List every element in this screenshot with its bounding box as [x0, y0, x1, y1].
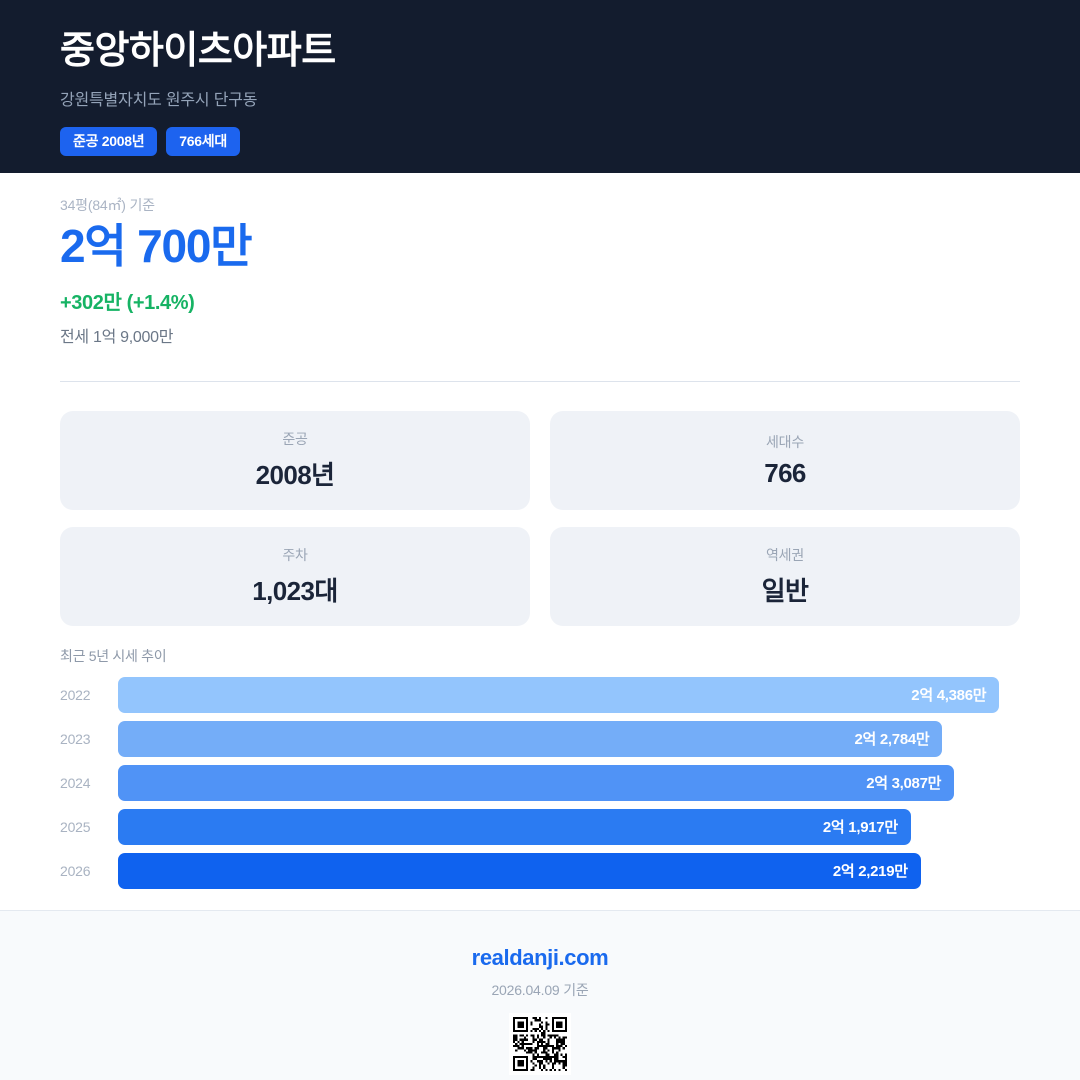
badge-household-count: 766세대	[166, 126, 240, 156]
page-title: 중앙하이츠아파트	[60, 30, 336, 72]
badge-completion-year: 준공 2008년	[60, 126, 158, 156]
price-trend-chart: 최근 5년 시세 추이 2022 2억 4,386만 2023 2억 2,784만 20…	[60, 646, 1020, 889]
chart-bar: 2억 4,386만	[118, 676, 1000, 713]
chart-track: 2억 2,219만	[118, 852, 1020, 889]
chart-bar-value-label: 2억 3,087만	[866, 775, 942, 792]
chart-year-label: 2026	[60, 862, 91, 879]
chart-track: 2억 2,784만	[118, 720, 1020, 757]
chart-row: 2024 2억 3,087만	[60, 764, 1020, 801]
chart-bar: 2억 2,219만	[118, 852, 921, 889]
chart-track: 2억 1,917만	[118, 808, 1020, 845]
stat-card-households: 세대수 766	[550, 410, 1020, 510]
chart-bar-value-label: 2억 2,784만	[854, 731, 930, 748]
stat-label: 세대수	[765, 433, 805, 450]
footer-site-link[interactable]: realdanji.com	[471, 945, 609, 970]
chart-bar: 2억 1,917만	[118, 808, 911, 845]
stat-value: 1,023대	[252, 575, 338, 606]
chart-bar-value-label: 2억 2,219만	[832, 863, 908, 880]
price-section: 34평(84㎡) 기준 2억 700만 +302만 (+1.4%) 전세 1억 …	[0, 173, 1080, 347]
chart-title: 최근 5년 시세 추이	[60, 647, 167, 664]
price-change-value: +302만 (+1.4%)	[60, 291, 195, 314]
stat-card-completion: 준공 2008년	[60, 410, 530, 510]
section-divider	[60, 380, 1020, 382]
chart-row: 2026 2억 2,219만	[60, 852, 1020, 889]
stat-label: 주차	[282, 546, 308, 563]
chart-year-label: 2024	[60, 774, 91, 791]
price-area-label: 34평(84㎡) 기준	[60, 197, 155, 213]
stat-card-station-access: 역세권 일반	[550, 526, 1020, 626]
chart-bar-value-label: 2억 4,386만	[911, 687, 987, 704]
chart-bar-value-label: 2억 1,917만	[822, 819, 898, 836]
chart-year-label: 2025	[60, 818, 91, 835]
chart-row: 2022 2억 4,386만	[60, 676, 1020, 713]
page-header: 중앙하이츠아파트 강원특별자치도 원주시 단구동 준공 2008년 766세대	[0, 0, 1080, 173]
chart-rows: 2022 2억 4,386만 2023 2억 2,784만 2024 2억 3,087만 2…	[60, 676, 1020, 889]
chart-track: 2억 3,087만	[118, 764, 1020, 801]
badge-row: 준공 2008년 766세대	[60, 126, 1020, 156]
stats-grid: 준공 2008년 세대수 766 주차 1,023대 역세권 일반	[60, 410, 1020, 626]
address-subtitle: 강원특별자치도 원주시 단구동	[60, 91, 258, 109]
stat-value: 2008년	[255, 459, 335, 490]
stat-value: 일반	[761, 575, 809, 606]
footer-date-text: 2026.04.09 기준	[491, 982, 589, 998]
stat-value: 766	[764, 457, 806, 488]
chart-year-label: 2022	[60, 686, 91, 703]
price-main-value: 2억 700만	[60, 220, 253, 272]
page-footer: realdanji.com 2026.04.09 기준	[0, 910, 1080, 1080]
qr-code-icon	[509, 1013, 571, 1075]
stat-label: 준공	[282, 430, 308, 447]
chart-year-label: 2023	[60, 730, 91, 747]
chart-track: 2억 4,386만	[118, 676, 1020, 713]
stat-card-parking: 주차 1,023대	[60, 526, 530, 626]
chart-row: 2023 2억 2,784만	[60, 720, 1020, 757]
price-jeonse-value: 전세 1억 9,000만	[60, 328, 174, 346]
chart-bar: 2억 3,087만	[118, 764, 955, 801]
chart-bar: 2억 2,784만	[118, 720, 943, 757]
stat-label: 역세권	[765, 546, 805, 563]
chart-row: 2025 2억 1,917만	[60, 808, 1020, 845]
